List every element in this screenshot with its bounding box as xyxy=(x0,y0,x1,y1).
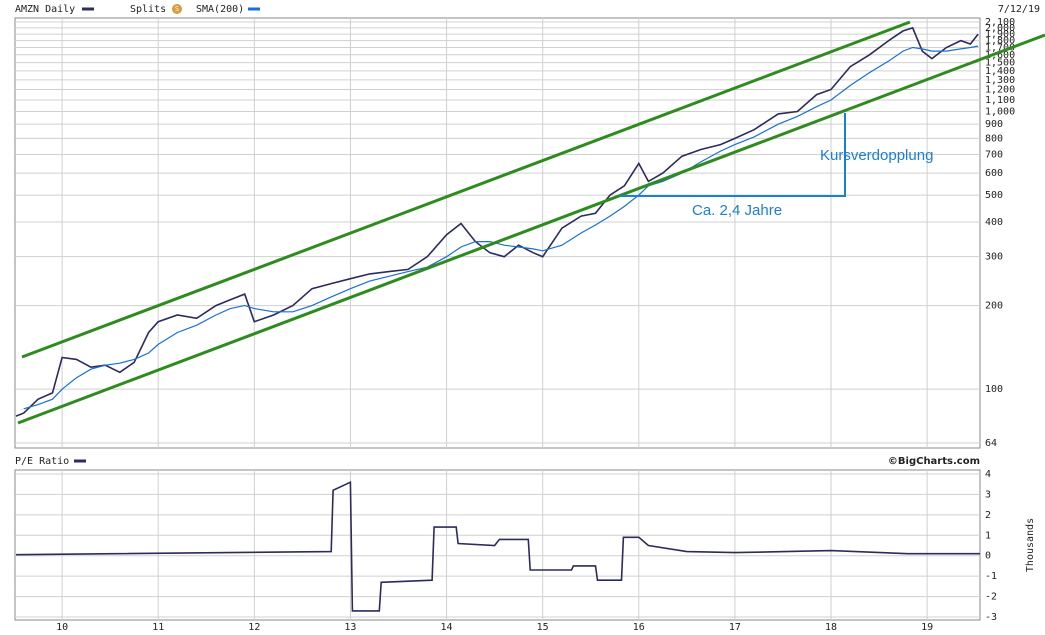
y-tick-label: 1,100 xyxy=(985,95,1015,106)
annotation: Kursverdopplung xyxy=(820,147,933,164)
y-tick-label: -2 xyxy=(985,592,997,603)
x-tick-label: 14 xyxy=(441,622,453,633)
y-tick-label: 200 xyxy=(985,301,1003,312)
x-tick-label: 10 xyxy=(56,622,68,633)
x-tick-label: 13 xyxy=(344,622,356,633)
y-tick-label: 1,400 xyxy=(985,66,1015,77)
y-tick-label: 500 xyxy=(985,190,1003,201)
series-line xyxy=(15,480,980,612)
legend-label: P/E Ratio xyxy=(15,456,69,467)
y-tick-label: 2 xyxy=(985,510,991,521)
y-tick-label: 400 xyxy=(985,217,1003,228)
x-tick-label: 16 xyxy=(633,622,645,633)
y-tick-label: 1,600 xyxy=(985,50,1015,61)
x-tick-label: 12 xyxy=(248,622,260,633)
y-tick-label: 900 xyxy=(985,119,1003,130)
y-tick-label: 1,300 xyxy=(985,75,1015,86)
y-tick-label: 1,700 xyxy=(985,42,1015,53)
y-tick-label: 700 xyxy=(985,149,1003,160)
copyright: ©BigCharts.com xyxy=(888,456,980,467)
y-tick-label: -3 xyxy=(985,612,997,623)
x-tick-label: 19 xyxy=(921,622,933,633)
y-tick-label: -1 xyxy=(985,571,997,582)
y-tick-label: 1,900 xyxy=(985,29,1015,40)
y-tick-label: 2,000 xyxy=(985,23,1015,34)
upper-channel xyxy=(21,20,911,359)
y-tick-label: 1,800 xyxy=(985,36,1015,47)
y-tick-label: 1,200 xyxy=(985,84,1015,95)
splits-label: Splits xyxy=(130,4,166,15)
y-axis-label: Thousands xyxy=(1025,518,1036,572)
x-tick-label: 17 xyxy=(729,622,741,633)
splits-icon-bg xyxy=(172,4,182,14)
legend-label: SMA(200) xyxy=(196,4,244,15)
y-tick-label: 2,100 xyxy=(985,17,1015,28)
pe-panel xyxy=(14,469,981,621)
splits-icon: S xyxy=(175,5,179,13)
date-label: 7/12/19 xyxy=(998,4,1040,15)
legend-label: AMZN Daily xyxy=(15,4,75,15)
x-tick-label: 11 xyxy=(152,622,164,633)
y-tick-label: 64 xyxy=(985,438,997,449)
y-tick-label: 3 xyxy=(985,489,991,500)
series-line xyxy=(15,26,979,417)
y-tick-label: 100 xyxy=(985,384,1003,395)
x-tick-label: 18 xyxy=(825,622,837,633)
y-tick-label: 1 xyxy=(985,530,991,541)
price-panel xyxy=(14,17,981,449)
y-tick-label: 0 xyxy=(985,551,991,562)
y-tick-label: 800 xyxy=(985,133,1003,144)
y-tick-label: 600 xyxy=(985,168,1003,179)
y-tick-label: 4 xyxy=(985,469,991,480)
lower-channel xyxy=(17,33,1045,425)
x-tick-label: 15 xyxy=(537,622,549,633)
y-tick-label: 1,000 xyxy=(985,106,1015,117)
doubling-marker xyxy=(620,113,846,197)
y-tick-label: 1,500 xyxy=(985,58,1015,69)
y-tick-label: 300 xyxy=(985,252,1003,263)
series-line xyxy=(23,45,979,410)
annotation: Ca. 2,4 Jahre xyxy=(692,202,782,219)
